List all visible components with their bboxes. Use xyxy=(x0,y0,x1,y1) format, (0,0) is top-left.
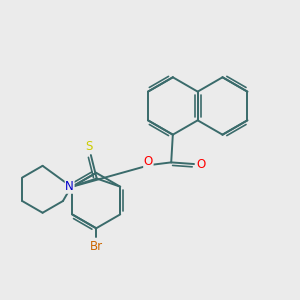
Text: Br: Br xyxy=(90,240,103,253)
Text: N: N xyxy=(65,180,74,193)
Text: S: S xyxy=(85,140,93,153)
Text: O: O xyxy=(196,158,206,170)
Text: O: O xyxy=(144,154,153,168)
